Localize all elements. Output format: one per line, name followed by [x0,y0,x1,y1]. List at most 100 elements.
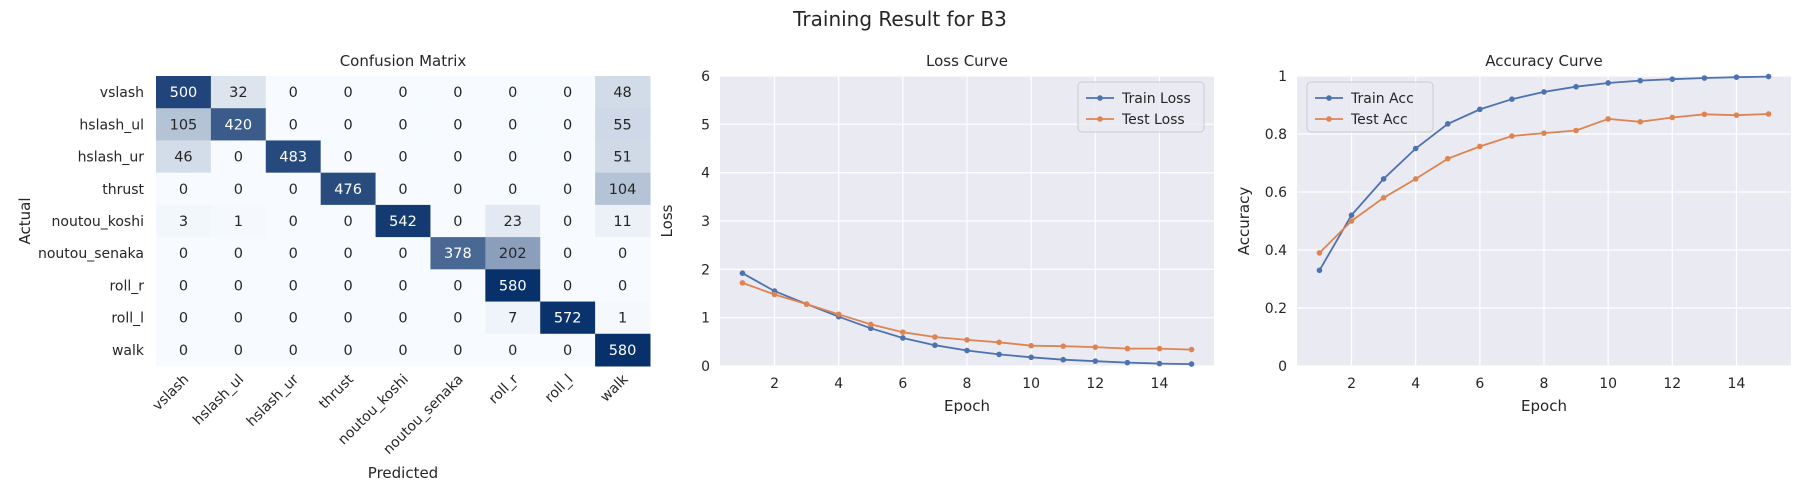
y-tick-label: 0.6 [1265,185,1287,201]
heatmap-cell [210,301,267,335]
heatmap-cell-label: 0 [343,117,352,133]
heatmap-cell [320,204,377,238]
heatmap-cell-label: 0 [289,343,298,359]
heatmap-cell-label: 0 [453,214,462,230]
y-axis-label: Accuracy [1235,187,1253,256]
heatmap-cell [210,140,267,174]
heatmap-cell-label: 0 [179,182,188,198]
heatmap-cell-label: 0 [563,343,572,359]
data-point [1669,76,1676,82]
heatmap-cell [156,108,212,141]
heatmap-cell-label: 0 [343,246,352,262]
heatmap-cell [485,204,541,238]
heatmap-cell-label: 0 [234,278,243,294]
heatmap-cell [595,204,651,238]
x-tick-label: 10 [1599,376,1617,392]
y-tick-label: roll_l [111,311,144,327]
heatmap-cell-label: 0 [234,150,243,166]
data-point [1733,74,1740,80]
heatmap-cell [210,76,267,109]
heatmap-cell [595,108,651,141]
heatmap-cell [485,108,541,141]
data-point [1316,250,1323,256]
heatmap-cell-label: 0 [179,311,188,327]
heatmap-cell-label: 0 [508,117,517,133]
heatmap-cell [595,269,651,303]
data-point [1412,176,1419,182]
x-tick-label: 14 [1728,376,1746,392]
heatmap-cell-label: 0 [343,343,352,359]
heatmap-cell-label: 0 [289,85,298,101]
heatmap-cell-label: 11 [613,214,631,230]
heatmap-cell [156,204,212,238]
legend-label: Train Loss [1121,91,1191,107]
figure-title: Training Result for B3 [792,7,1007,31]
heatmap-cell-label: 0 [453,117,462,133]
y-tick-label: 3 [701,214,710,230]
y-tick-label: 0.2 [1265,301,1287,317]
heatmap-cell [485,269,541,303]
data-point [1156,345,1163,352]
data-point [835,311,842,318]
heatmap-cell-label: 0 [289,246,298,262]
data-point [803,301,810,307]
data-point [1509,133,1515,139]
heatmap-cell-label: 0 [618,278,627,294]
data-point [1156,360,1163,367]
data-point [739,280,746,286]
heatmap-cell-label: 0 [508,182,517,198]
data-point [964,337,970,343]
heatmap-cell [320,269,377,303]
heatmap-cell-label: 3 [179,214,188,230]
heatmap-cell-label: 55 [613,117,631,133]
legend-swatch-marker [1326,95,1332,101]
heatmap-cell-label: 0 [563,246,572,262]
y-tick-label: 0.4 [1265,243,1287,259]
data-point [996,339,1002,346]
heatmap-cell [210,108,267,141]
heatmap-cell [430,204,486,238]
x-tick-label: 8 [1540,376,1549,392]
heatmap-cell [156,269,212,303]
heatmap-cell-label: 0 [398,278,407,294]
heatmap-cell-label: 0 [234,343,243,359]
chart-title: Loss Curve [926,52,1008,70]
data-point [1092,358,1099,364]
data-point [1701,111,1708,118]
heatmap-cell [430,333,486,367]
data-point [1477,143,1483,150]
legend-swatch-marker [1097,95,1103,101]
heatmap-cell [156,301,212,335]
heatmap-cell [375,333,431,367]
heatmap-cell-label: 0 [453,343,462,359]
data-point [1060,343,1067,349]
heatmap-cell-label: 0 [508,150,517,166]
heatmap-cell-label: 0 [343,85,352,101]
data-point [964,347,970,354]
x-tick-label: 14 [1151,376,1169,392]
heatmap-cell [265,108,322,141]
heatmap-cell [540,269,596,303]
data-point [1412,145,1419,152]
y-tick-label: roll_r [109,278,144,294]
y-tick-label: walk [112,343,145,359]
x-tick-label: 4 [1411,376,1420,392]
data-point [1348,218,1355,224]
data-point [996,351,1002,358]
heatmap-cell [540,333,596,367]
heatmap-cell [430,140,486,174]
y-axis-label: Actual [16,198,34,245]
heatmap-cell-label: 0 [453,150,462,166]
heatmap-cell-label: 0 [508,343,517,359]
x-tick-label: 2 [1347,376,1356,392]
heatmap-cell [595,76,651,109]
heatmap-cell [430,172,486,206]
data-point [1028,354,1034,361]
heatmap-cell-label: 105 [170,117,198,133]
heatmap-cell [320,237,377,270]
heatmap-cell-label: 202 [499,246,527,262]
heatmap-cell [595,333,651,367]
heatmap-cell-label: 500 [170,85,198,101]
heatmap-cell [265,333,322,367]
